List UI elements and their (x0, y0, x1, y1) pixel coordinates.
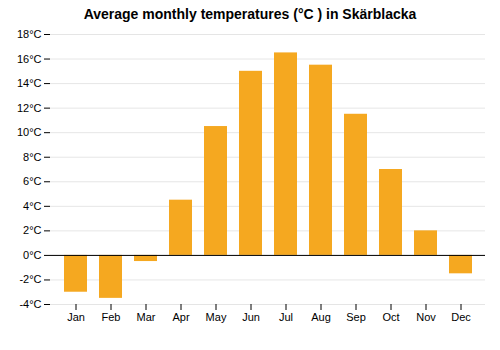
svg-text:-4°C: -4°C (19, 298, 41, 310)
svg-text:18°C: 18°C (17, 28, 42, 40)
svg-text:Oct: Oct (382, 311, 399, 323)
svg-text:16°C: 16°C (17, 53, 42, 65)
html-text:Average monthly temperatures (: Average monthly temperatures (°C ) in Sk… (83, 6, 417, 22)
svg-text:Jul: Jul (279, 311, 293, 323)
svg-text:Sep: Sep (346, 311, 366, 323)
svg-text:May: May (206, 311, 227, 323)
svg-text:Nov: Nov (416, 311, 436, 323)
svg-text:10°C: 10°C (17, 126, 42, 138)
svg-text:14°C: 14°C (17, 77, 42, 89)
svg-text:Jun: Jun (242, 311, 260, 323)
svg-text:Dec: Dec (451, 311, 471, 323)
svg-text:Feb: Feb (102, 311, 121, 323)
svg-text:6°C: 6°C (23, 175, 42, 187)
svg-text:2°C: 2°C (23, 224, 42, 236)
svg-text:-2°C: -2°C (19, 273, 41, 285)
svg-text:Jan: Jan (67, 311, 85, 323)
svg-text:Apr: Apr (172, 311, 189, 323)
svg-text:0°C: 0°C (23, 249, 42, 261)
svg-text:4°C: 4°C (23, 200, 42, 212)
svg-text:Aug: Aug (311, 311, 331, 323)
svg-text:8°C: 8°C (23, 151, 42, 163)
svg-text:12°C: 12°C (17, 102, 42, 114)
svg-text:Mar: Mar (137, 311, 156, 323)
